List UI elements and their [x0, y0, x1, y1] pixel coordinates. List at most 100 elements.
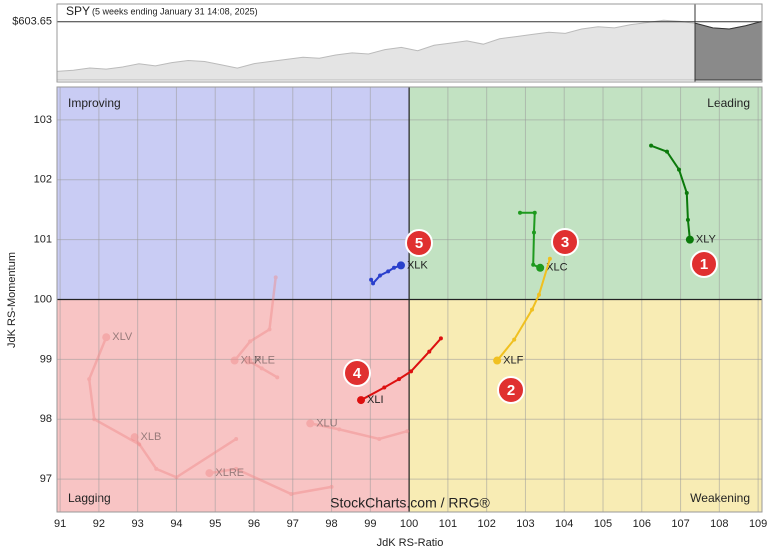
annotation-text: 3: [561, 234, 569, 251]
series: XLI: [357, 336, 443, 406]
tail-point: [329, 484, 334, 489]
tail-point: [230, 356, 239, 365]
tail-point: [649, 143, 654, 148]
x-tick-label: 92: [93, 518, 105, 530]
tail-point: [371, 281, 376, 286]
tail-line: [87, 336, 140, 446]
tail-point: [369, 277, 374, 282]
tail-point: [677, 167, 682, 172]
tail-point: [137, 442, 142, 447]
series: XLP: [230, 275, 278, 366]
series-label: XLI: [367, 394, 384, 406]
x-tick-label: 99: [364, 518, 376, 530]
y-axis-title: JdK RS-Momentum: [6, 252, 18, 348]
benchmark-area-recent: [695, 20, 762, 81]
tail-line: [133, 436, 237, 479]
quadrant-label: Weakening: [690, 491, 750, 505]
x-tick-label: 109: [749, 518, 767, 530]
tail-point: [273, 275, 278, 280]
tail-point: [536, 263, 545, 272]
plot-area: Improving Leading Lagging Weakening 91 92 93 94…: [34, 86, 767, 530]
x-tick-label: 95: [209, 518, 221, 530]
x-tick-label: 108: [710, 518, 728, 530]
tail-point: [512, 337, 517, 342]
tail-point: [397, 377, 402, 382]
tail-point: [244, 357, 249, 362]
x-tick-label: 91: [54, 518, 66, 530]
x-tick-label: 93: [132, 518, 144, 530]
x-tick-label: 101: [439, 518, 457, 530]
quadrant: [57, 299, 410, 512]
tail-line: [209, 467, 332, 496]
series-label: XLP: [241, 354, 262, 366]
series: XLE: [244, 354, 280, 380]
tail-line: [245, 358, 278, 379]
tail-point: [102, 333, 111, 342]
benchmark-panel: $603.65: [12, 4, 763, 82]
x-tick-label: 96: [248, 518, 260, 530]
tail-point: [531, 262, 536, 267]
tail-line: [233, 277, 277, 362]
x-tick-label: 106: [633, 518, 651, 530]
tail-point: [438, 336, 443, 341]
watermark: StockCharts.com / RRG®: [330, 495, 490, 511]
annotation: 1: [690, 250, 718, 278]
y-tick-label: 101: [34, 234, 52, 246]
series: XLB: [130, 431, 239, 480]
benchmark-reference-label: $603.65: [12, 16, 52, 28]
series: XLRE: [205, 466, 334, 497]
annotation: 3: [551, 228, 579, 256]
tail-point: [405, 429, 410, 434]
tail-point: [386, 269, 391, 274]
tail-point: [267, 327, 272, 332]
series-label: XLRE: [215, 467, 244, 479]
quadrant: [57, 87, 410, 300]
series: XLU: [306, 417, 410, 441]
annotation-text: 5: [415, 235, 423, 252]
series-label: XLK: [407, 259, 428, 271]
tail-point: [409, 369, 414, 374]
quadrant-label: Improving: [68, 96, 121, 110]
series-label: XLY: [696, 234, 717, 246]
tail-point: [244, 356, 253, 365]
quadrant: [409, 299, 762, 512]
plot-frame: [56, 86, 763, 513]
tail-point: [531, 230, 536, 235]
tail-point: [537, 292, 542, 297]
y-tick-label: 98: [40, 413, 52, 425]
series: XLF: [493, 256, 552, 366]
tail-point: [493, 356, 502, 365]
tail-point: [259, 366, 264, 371]
annotation: 2: [497, 376, 525, 404]
tail-point: [275, 375, 280, 380]
quadrant-label: Leading: [707, 96, 750, 110]
x-tick-label: 102: [477, 518, 495, 530]
tail-point: [306, 419, 315, 428]
tail-point: [382, 385, 387, 390]
tail-point: [377, 436, 382, 441]
tail-point: [357, 396, 366, 405]
tail-line: [360, 337, 442, 401]
x-tick-label: 98: [325, 518, 337, 530]
tail-point: [337, 427, 342, 432]
benchmark-area: [56, 19, 763, 81]
tail-point: [532, 210, 537, 215]
tail-point: [518, 210, 523, 215]
y-tick-label: 102: [34, 174, 52, 186]
y-tick-label: 100: [34, 293, 52, 305]
tail-point: [547, 256, 552, 261]
tail-point: [427, 349, 432, 354]
annotation-text: 1: [700, 256, 708, 273]
annotation: 5: [405, 229, 433, 257]
tail-point: [685, 235, 694, 244]
annotation-text: 4: [353, 365, 362, 382]
series: XLK: [369, 259, 428, 286]
tail-point: [664, 149, 669, 154]
y-tick-label: 103: [34, 114, 52, 126]
tail-point: [234, 466, 239, 471]
tail-point: [87, 377, 92, 382]
series: XLC: [518, 210, 568, 274]
series-label: XLE: [254, 354, 275, 366]
series: XLY: [649, 143, 717, 246]
tail-point: [154, 466, 159, 471]
